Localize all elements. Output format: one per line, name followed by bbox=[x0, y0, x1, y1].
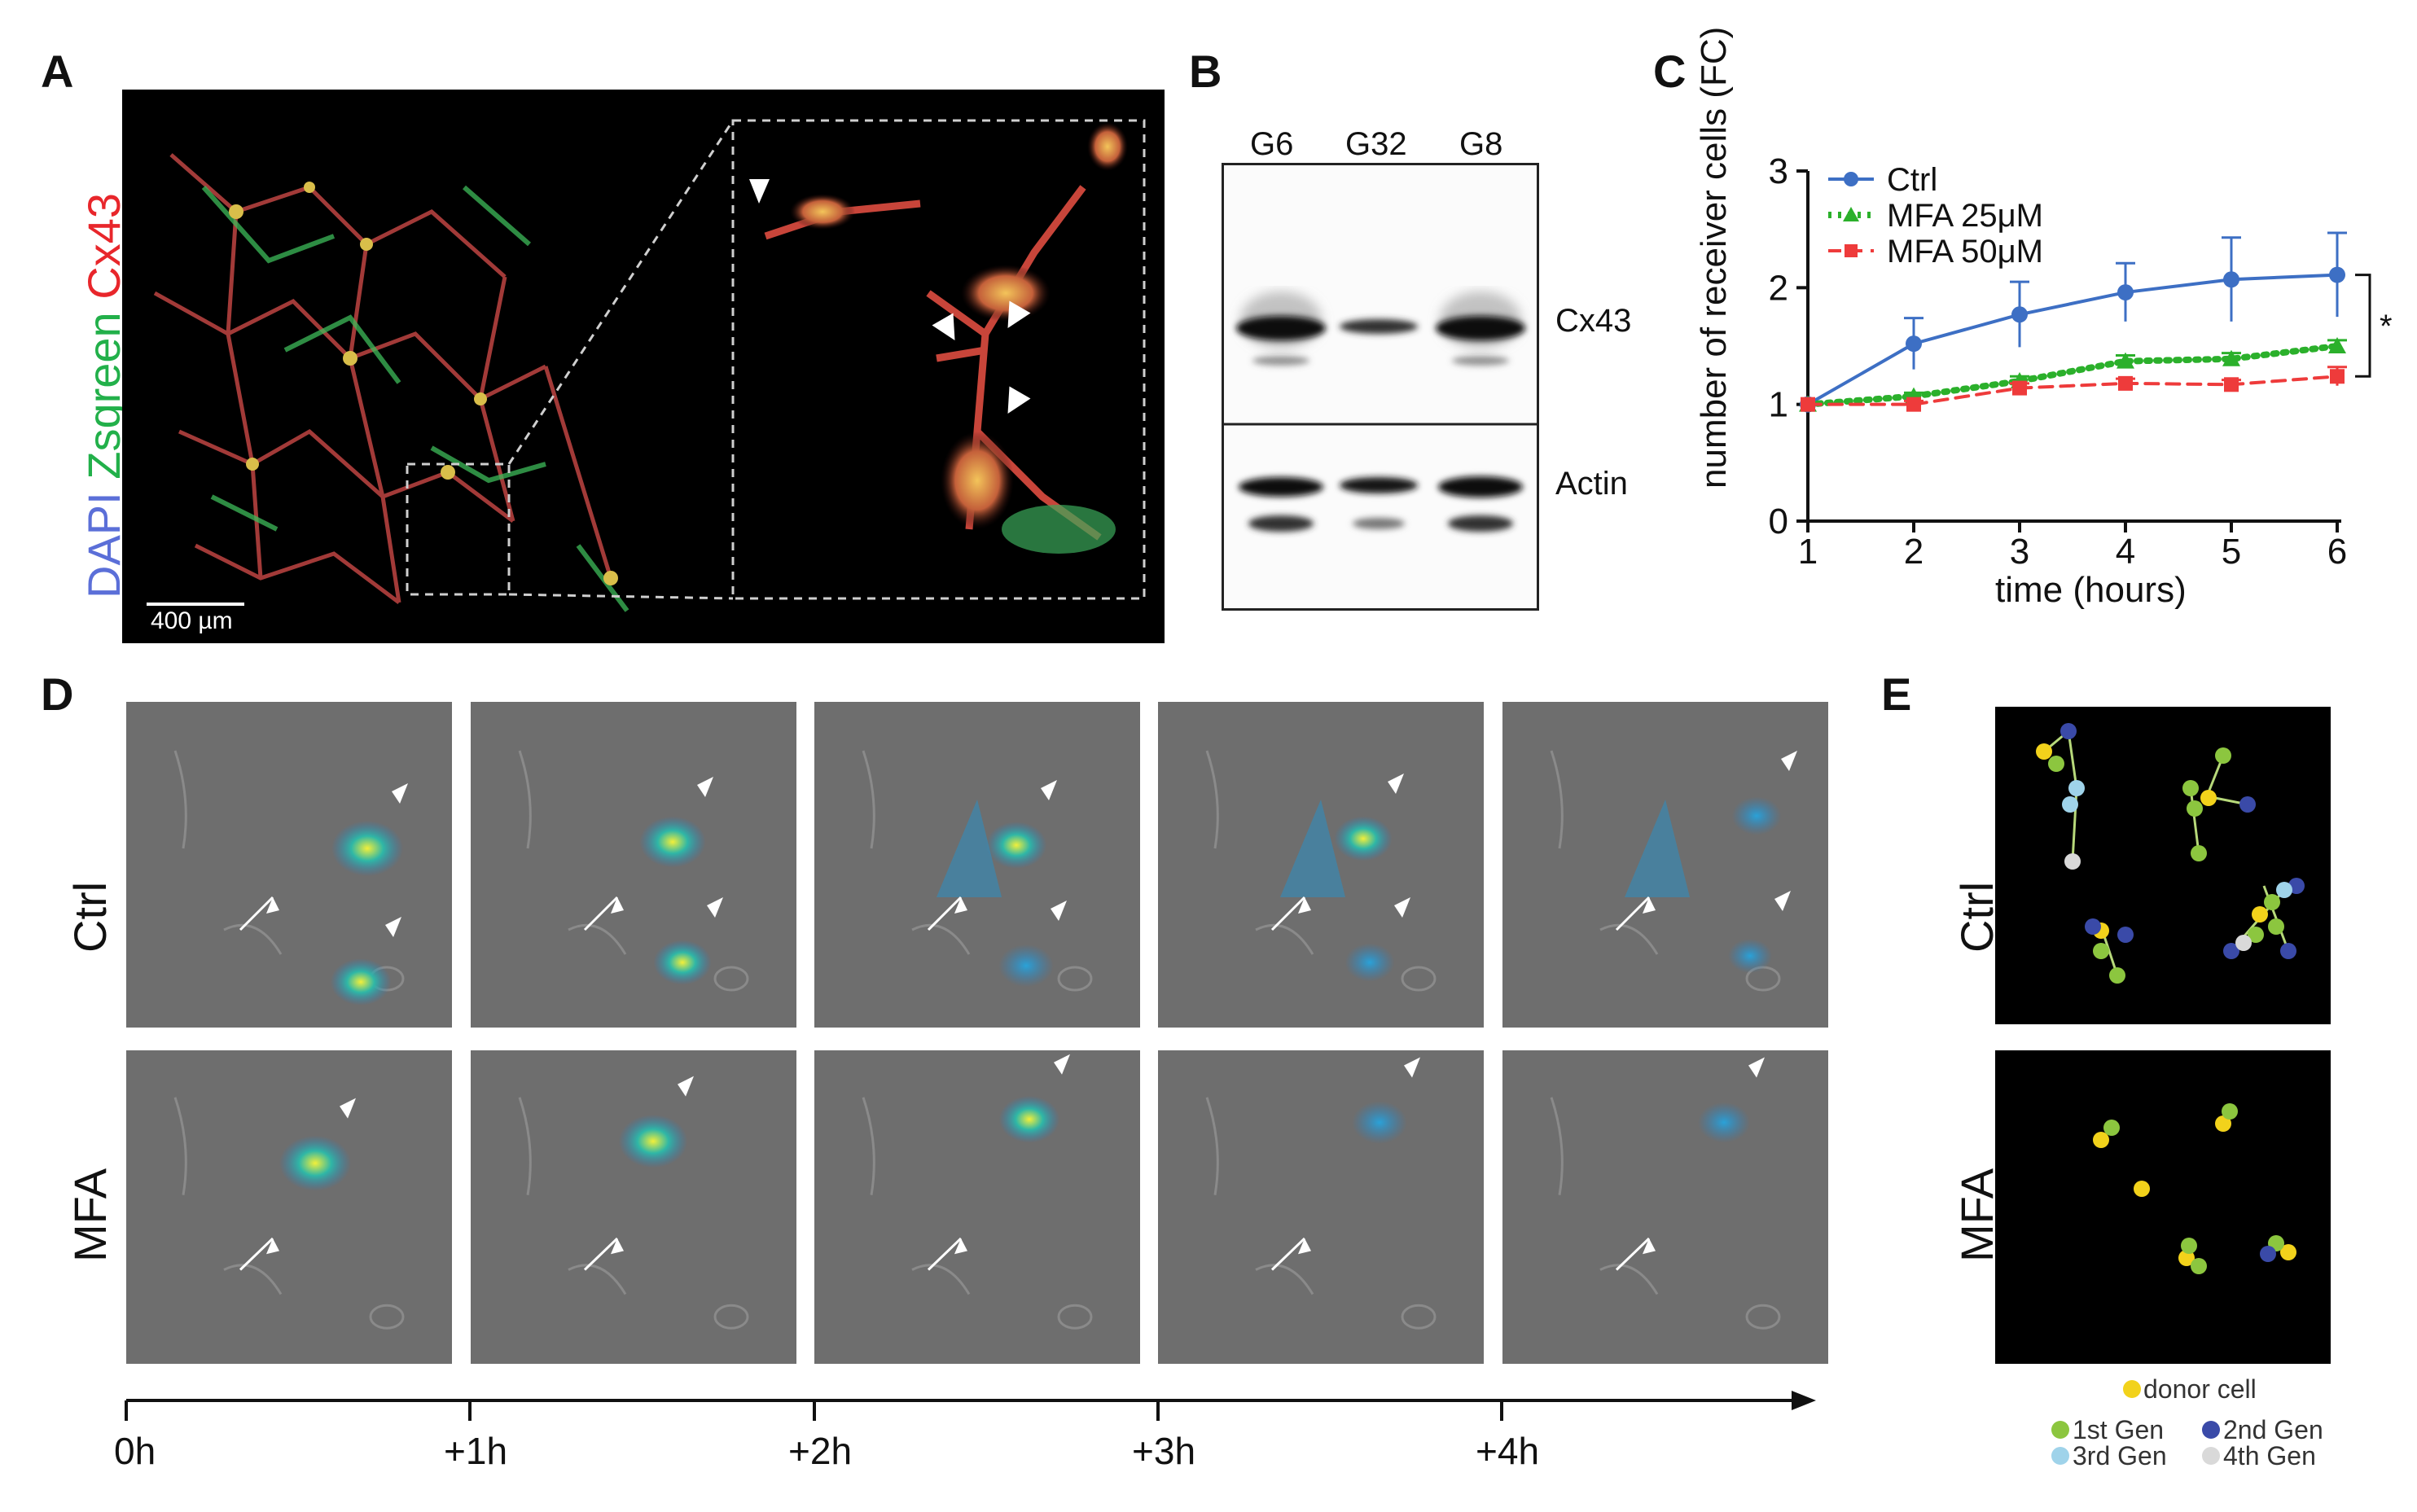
timelapse-frame-mfa-1 bbox=[471, 1050, 796, 1364]
significance-star: * bbox=[2380, 309, 2393, 344]
timelapse-frame-mfa-4 bbox=[1502, 1050, 1828, 1364]
legend-label-1: MFA 25μM bbox=[1887, 198, 2043, 234]
legend-gen1: 1st Gen bbox=[2073, 1415, 2165, 1444]
point-0-2 bbox=[2011, 306, 2028, 323]
cx43-microscopy-image: 400 µm bbox=[122, 90, 1165, 643]
legend-gen3: 3rd Gen bbox=[2073, 1441, 2167, 1470]
panel-label-c: C bbox=[1653, 46, 1687, 97]
legend-label-2: MFA 50μM bbox=[1887, 234, 2043, 270]
scalebar-label: 400 µm bbox=[151, 607, 233, 634]
panel-label-b: B bbox=[1189, 46, 1222, 97]
legend-marker-0 bbox=[1844, 172, 1858, 186]
western-blot-image bbox=[1224, 291, 1537, 532]
x-tick-label-2: 3 bbox=[2010, 532, 2029, 572]
point-1-4 bbox=[2222, 349, 2240, 366]
point-0-1 bbox=[1906, 335, 1922, 353]
timelapse-frame-mfa-2 bbox=[814, 1050, 1140, 1364]
lineage-tracks-mfa bbox=[1995, 1050, 2331, 1364]
band-label-actin: Actin bbox=[1555, 466, 1628, 502]
microscopy-network-image bbox=[147, 119, 1146, 612]
x-tick-label-3: 4 bbox=[2116, 532, 2135, 572]
series-line-2 bbox=[1806, 375, 2339, 406]
timelapse-frame-mfa-0 bbox=[126, 1050, 452, 1364]
timelapse-frame-image bbox=[518, 750, 749, 992]
row-label-mfa-d: MFA bbox=[64, 1168, 116, 1262]
band-label-cx43: Cx43 bbox=[1555, 303, 1632, 339]
point-0-4 bbox=[2223, 271, 2239, 288]
chart-y-label: number of receiver cells (FC) bbox=[1694, 26, 1734, 489]
timelapse-frame-mfa-3 bbox=[1158, 1050, 1484, 1364]
timelapse-frame-image bbox=[1205, 750, 1437, 992]
series-line-0 bbox=[1806, 273, 2339, 406]
legend-label-0: Ctrl bbox=[1887, 162, 1937, 198]
point-2-5 bbox=[2330, 369, 2345, 384]
panel-label-d: D bbox=[41, 668, 74, 720]
panel-label-e: E bbox=[1881, 668, 1912, 720]
point-2-4 bbox=[2224, 377, 2239, 392]
point-2-2 bbox=[2012, 380, 2027, 396]
legend-marker-1 bbox=[1843, 207, 1859, 221]
x-tick-label-4: 5 bbox=[2222, 532, 2241, 572]
lineage-tracks-ctrl bbox=[1995, 707, 2331, 1024]
point-0-5 bbox=[2329, 266, 2345, 283]
legend-donor-cell: donor cell bbox=[2143, 1374, 2257, 1404]
y-tick-label-3: 3 bbox=[1769, 151, 1788, 191]
x-tick-label-5: 6 bbox=[2327, 532, 2347, 572]
timelapse-frame-ctrl-1 bbox=[471, 702, 796, 1028]
y-tick-label-0: 0 bbox=[1769, 502, 1788, 541]
point-2-3 bbox=[2118, 375, 2133, 391]
timelapse-frame-ctrl-3 bbox=[1158, 702, 1484, 1028]
timeline-axis bbox=[125, 1391, 1816, 1421]
timepoint-0h: 0h bbox=[114, 1430, 156, 1472]
timelapse-frame-ctrl-2 bbox=[814, 702, 1140, 1028]
timepoint-4h: +4h bbox=[1476, 1430, 1540, 1472]
lineage-tracks-mfa-image bbox=[2093, 1103, 2296, 1274]
timelapse-frame-image bbox=[862, 1054, 1093, 1330]
timelapse-frame-image bbox=[1205, 1057, 1437, 1330]
panel-label-a: A bbox=[41, 46, 74, 97]
timelapse-frame-image bbox=[1550, 750, 1797, 992]
timepoint-1h: +1h bbox=[444, 1430, 508, 1472]
timelapse-frame-image bbox=[518, 1076, 749, 1330]
timelapse-frame-ctrl-0 bbox=[126, 702, 452, 1028]
timepoint-2h: +2h bbox=[788, 1430, 853, 1472]
point-0-3 bbox=[2117, 284, 2134, 301]
point-2-0 bbox=[1801, 397, 1815, 412]
lane-label-g32: G32 bbox=[1345, 126, 1407, 162]
series-line-1 bbox=[1805, 343, 2340, 408]
point-1-3 bbox=[2117, 352, 2134, 369]
timelapse-frame-image bbox=[862, 750, 1093, 992]
chart-x-label: time (hours) bbox=[1995, 570, 2187, 610]
western-blot bbox=[1222, 163, 1539, 611]
significance-bracket bbox=[2355, 274, 2371, 378]
lineage-legend-swatches bbox=[2051, 1380, 2220, 1465]
lane-label-g8: G8 bbox=[1459, 126, 1503, 162]
legend-gen4: 4th Gen bbox=[2223, 1441, 2316, 1470]
x-tick-label-0: 1 bbox=[1798, 532, 1818, 572]
row-label-ctrl-d: Ctrl bbox=[64, 881, 116, 953]
y-tick-label-2: 2 bbox=[1769, 268, 1788, 308]
timepoint-3h: +3h bbox=[1132, 1430, 1196, 1472]
lane-label-g6: G6 bbox=[1250, 126, 1294, 162]
legend-marker-2 bbox=[1845, 244, 1858, 257]
lineage-tracks-ctrl-image bbox=[2036, 723, 2305, 984]
x-tick-label-1: 2 bbox=[1904, 532, 1924, 572]
point-2-1 bbox=[1906, 397, 1921, 412]
timelapse-frame-ctrl-4 bbox=[1502, 702, 1828, 1028]
timelapse-frame-image bbox=[173, 750, 408, 1006]
timelapse-frame-image bbox=[1550, 1057, 1781, 1330]
timelapse-frame-image bbox=[173, 1097, 405, 1330]
point-1-5 bbox=[2328, 337, 2346, 353]
legend-gen2: 2nd Gen bbox=[2223, 1415, 2323, 1444]
y-tick-label-1: 1 bbox=[1769, 385, 1788, 425]
